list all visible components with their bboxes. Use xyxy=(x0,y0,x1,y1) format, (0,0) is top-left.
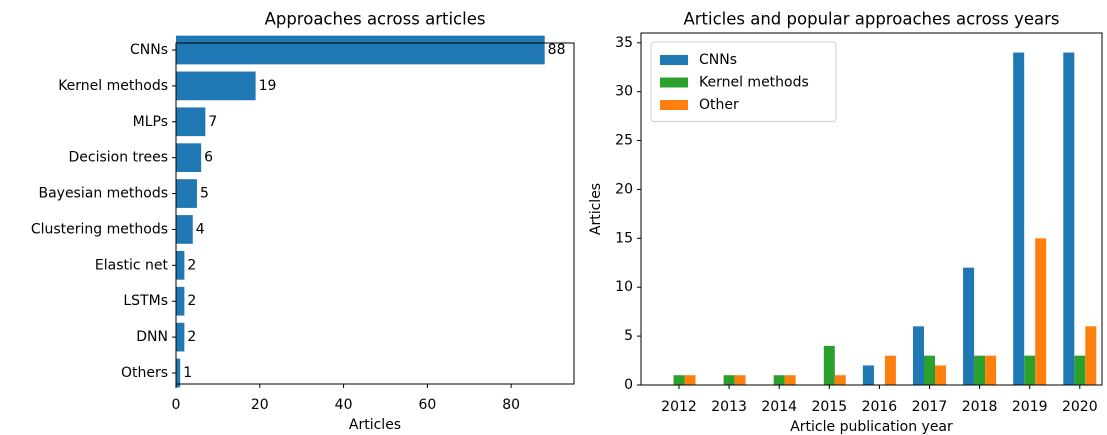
legend-label: CNNs xyxy=(699,52,737,68)
legend-swatch xyxy=(660,55,688,65)
x-axis-label: Articles xyxy=(349,417,401,433)
y-tick-label: Decision trees xyxy=(68,150,168,166)
value-label: 4 xyxy=(196,221,205,237)
y-tick-label: MLPs xyxy=(133,114,168,130)
bar xyxy=(913,326,924,385)
legend-label: Other xyxy=(699,97,739,113)
y-tick-label: 10 xyxy=(615,279,633,295)
value-label: 2 xyxy=(187,257,196,273)
x-tick-label: 2012 xyxy=(661,399,697,415)
bar xyxy=(1074,355,1086,385)
y-tick-label: 20 xyxy=(615,181,633,197)
bar xyxy=(1063,52,1075,386)
bar xyxy=(985,355,997,385)
bar xyxy=(176,107,206,137)
bar xyxy=(924,355,935,385)
bar xyxy=(1085,326,1097,385)
bar xyxy=(884,355,896,385)
x-tick-label: 0 xyxy=(172,397,181,413)
bar xyxy=(176,215,193,244)
bar xyxy=(176,179,197,208)
legend-swatch xyxy=(660,100,688,110)
bar xyxy=(834,375,846,385)
bar xyxy=(784,375,796,385)
value-label: 88 xyxy=(548,42,566,58)
axes-frame xyxy=(175,42,575,385)
legend-box xyxy=(650,41,837,122)
value-label: 19 xyxy=(259,78,277,94)
bar xyxy=(734,375,746,385)
y-tick-label: Clustering methods xyxy=(31,221,168,237)
y-tick-label: 35 xyxy=(615,35,633,51)
y-tick-label: 5 xyxy=(624,328,633,344)
bar xyxy=(176,143,202,173)
y-tick-label: Kernel methods xyxy=(58,78,168,94)
value-label: 5 xyxy=(200,186,209,202)
bar xyxy=(176,71,256,101)
bar xyxy=(176,322,185,352)
axes-frame xyxy=(640,32,1103,386)
value-label: 2 xyxy=(187,329,196,345)
x-tick-label: 2018 xyxy=(962,399,998,415)
x-tick-label: 2020 xyxy=(1062,399,1098,415)
x-tick-label: 2016 xyxy=(862,399,898,415)
bar xyxy=(176,286,185,316)
x-axis-label: Article publication year xyxy=(790,419,953,435)
bar xyxy=(684,375,696,385)
x-tick-label: 2019 xyxy=(1012,399,1048,415)
bar xyxy=(773,375,785,385)
x-tick-label: 2014 xyxy=(761,399,797,415)
bar xyxy=(176,35,545,65)
bar xyxy=(1035,238,1047,385)
x-tick-label: 60 xyxy=(418,397,436,413)
chart-title: Approaches across articles xyxy=(265,10,486,29)
y-tick-label: Others xyxy=(121,365,168,381)
bar xyxy=(176,358,181,388)
bar xyxy=(1013,52,1025,386)
y-tick-label: CNNs xyxy=(130,42,168,58)
value-label: 1 xyxy=(183,365,192,381)
chart-title: Articles and popular approaches across y… xyxy=(683,10,1059,29)
y-tick-label: 0 xyxy=(624,377,633,393)
y-axis-label: Articles xyxy=(588,183,604,235)
bar xyxy=(823,345,835,385)
y-tick-label: Elastic net xyxy=(95,257,169,273)
x-tick-label: 40 xyxy=(335,397,353,413)
x-tick-label: 2013 xyxy=(711,399,747,415)
bar xyxy=(862,365,874,385)
x-tick-label: 2017 xyxy=(912,399,948,415)
bar xyxy=(974,355,986,385)
value-label: 6 xyxy=(204,150,213,166)
y-tick-label: DNN xyxy=(136,329,168,345)
x-tick-label: 80 xyxy=(502,397,520,413)
value-label: 7 xyxy=(208,114,217,130)
bar xyxy=(176,250,185,280)
y-tick-label: 25 xyxy=(615,133,633,149)
bar xyxy=(1024,355,1036,385)
bar xyxy=(673,375,685,385)
value-label: 2 xyxy=(187,293,196,309)
x-tick-label: 2015 xyxy=(811,399,847,415)
y-tick-label: LSTMs xyxy=(123,293,168,309)
x-tick-label: 20 xyxy=(251,397,269,413)
bar xyxy=(963,267,975,385)
bar xyxy=(935,365,946,385)
y-tick-label: 15 xyxy=(615,230,633,246)
bar xyxy=(723,375,735,385)
y-tick-label: Bayesian methods xyxy=(38,186,168,202)
legend-label: Kernel methods xyxy=(699,75,809,91)
legend-swatch xyxy=(660,77,688,88)
y-tick-label: 30 xyxy=(615,84,633,100)
